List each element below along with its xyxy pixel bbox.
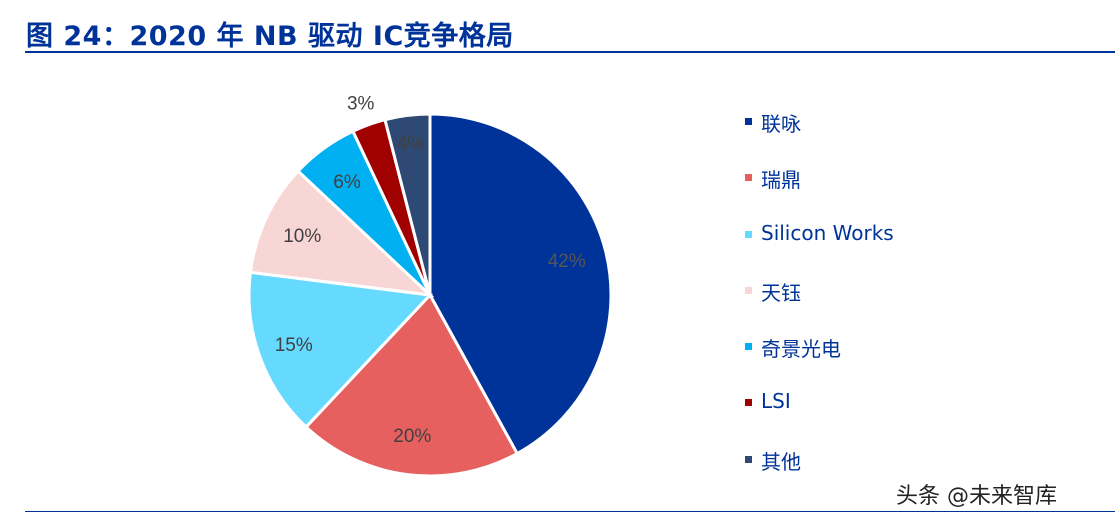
legend-item: 天钰 xyxy=(745,277,894,333)
title-rule xyxy=(25,51,1115,53)
legend-item: 其他 xyxy=(745,446,894,502)
legend-item: 联咏 xyxy=(745,108,894,164)
legend-swatch xyxy=(745,118,752,125)
data-label-3: 10% xyxy=(283,226,321,247)
pie-slice-1 xyxy=(303,292,520,478)
legend-label: 联咏 xyxy=(761,112,801,136)
legend-label: 奇景光电 xyxy=(761,337,841,362)
watermark: 头条 @未来智库 xyxy=(896,484,1057,509)
legend-swatch xyxy=(745,455,752,463)
legend-label: Silicon Works xyxy=(761,220,894,245)
legend-item: 瑞鼎 xyxy=(745,164,894,220)
legend-swatch xyxy=(745,174,752,182)
data-label-5: 3% xyxy=(347,94,375,115)
pie-slice-2 xyxy=(247,270,434,430)
legend-swatch xyxy=(745,286,752,294)
legend-swatch xyxy=(745,343,752,351)
legend-item: LSI xyxy=(745,389,894,445)
legend-item: Silicon Works xyxy=(745,221,894,277)
legend-label: 天钰 xyxy=(761,280,801,305)
chart-title: 图 24：2020 年 NB 驱动 IC竞争格局 xyxy=(26,21,514,52)
legend-swatch xyxy=(745,399,752,407)
data-label-4: 6% xyxy=(333,172,361,193)
bottom-rule xyxy=(25,511,1115,512)
data-label-2: 15% xyxy=(275,335,313,356)
data-label-1: 20% xyxy=(393,426,431,447)
legend-item: 奇景光电 xyxy=(745,333,894,389)
legend-swatch xyxy=(745,230,752,238)
pie-slice-3 xyxy=(248,168,435,298)
data-label-6: 4% xyxy=(397,133,425,154)
legend-label: 瑞鼎 xyxy=(761,168,801,193)
legend: 联咏瑞鼎 Silicon Works 天钰奇景光电 LSI 其他 xyxy=(745,108,894,502)
pie-slice-6 xyxy=(383,112,432,296)
data-label-0: 42% xyxy=(548,251,586,272)
pie-slice-0 xyxy=(428,112,613,456)
legend-label: 其他 xyxy=(761,449,801,474)
legend-label: LSI xyxy=(761,389,791,414)
